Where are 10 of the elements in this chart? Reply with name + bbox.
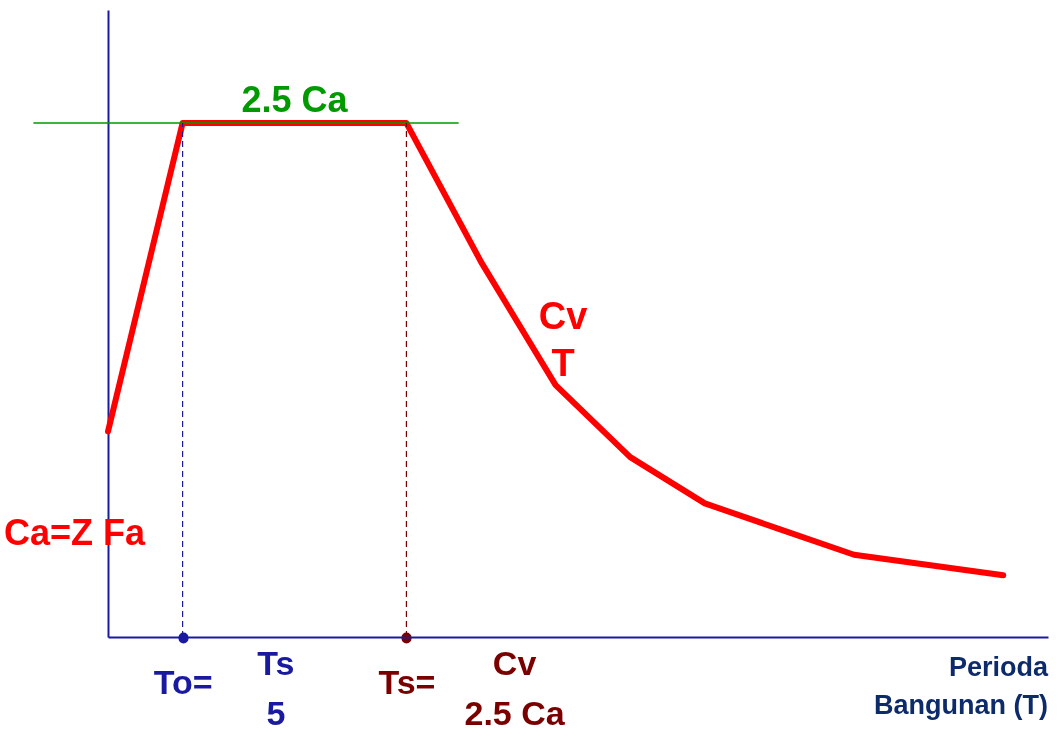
x-tick-label: To=: [153, 662, 213, 701]
text: 5: [266, 694, 286, 732]
text: Cv: [492, 644, 537, 682]
ref-line-label: 2.5 Ca: [241, 79, 349, 121]
x-axis-title: Perioda Bangunan (T): [874, 652, 1049, 720]
x-tick-label: Ts=: [378, 662, 436, 701]
annotation: T: [551, 341, 575, 384]
annotation: Cv: [538, 295, 588, 338]
text: 2.5 Ca: [464, 694, 566, 732]
text: Ts: [257, 644, 295, 682]
